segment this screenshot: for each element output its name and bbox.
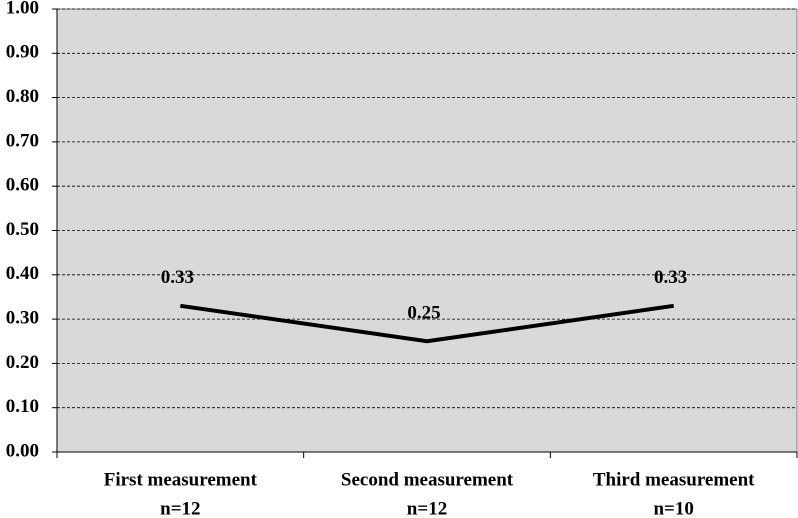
y-tick-label: 0.00 — [6, 440, 39, 461]
y-tick-label: 0.90 — [6, 42, 39, 63]
x-tick-label: n=12 — [160, 498, 200, 518]
y-tick-label: 0.50 — [6, 219, 39, 240]
x-tick-label: n=12 — [407, 498, 447, 518]
y-tick-label: 0.80 — [6, 86, 39, 107]
y-tick-label: 0.70 — [6, 130, 39, 151]
data-label: 0.33 — [161, 267, 194, 288]
line — [180, 303, 674, 344]
data-label: 0.33 — [654, 267, 687, 288]
y-tick-label: 0.40 — [6, 263, 39, 284]
y-tick-label: 0.10 — [6, 396, 39, 417]
x-tick-label: First measurement — [104, 469, 258, 490]
x-tick-label: Second measurement — [341, 469, 514, 490]
y-tick-label: 1.00 — [6, 0, 39, 18]
y-tick-label: 0.20 — [6, 352, 39, 373]
x-tick-label: n=10 — [653, 498, 693, 518]
x-tick-label: Third measurement — [593, 469, 755, 490]
y-tick-label: 0.60 — [6, 175, 39, 196]
y-tick-label: 0.30 — [6, 307, 39, 328]
data-label: 0.25 — [407, 303, 440, 324]
